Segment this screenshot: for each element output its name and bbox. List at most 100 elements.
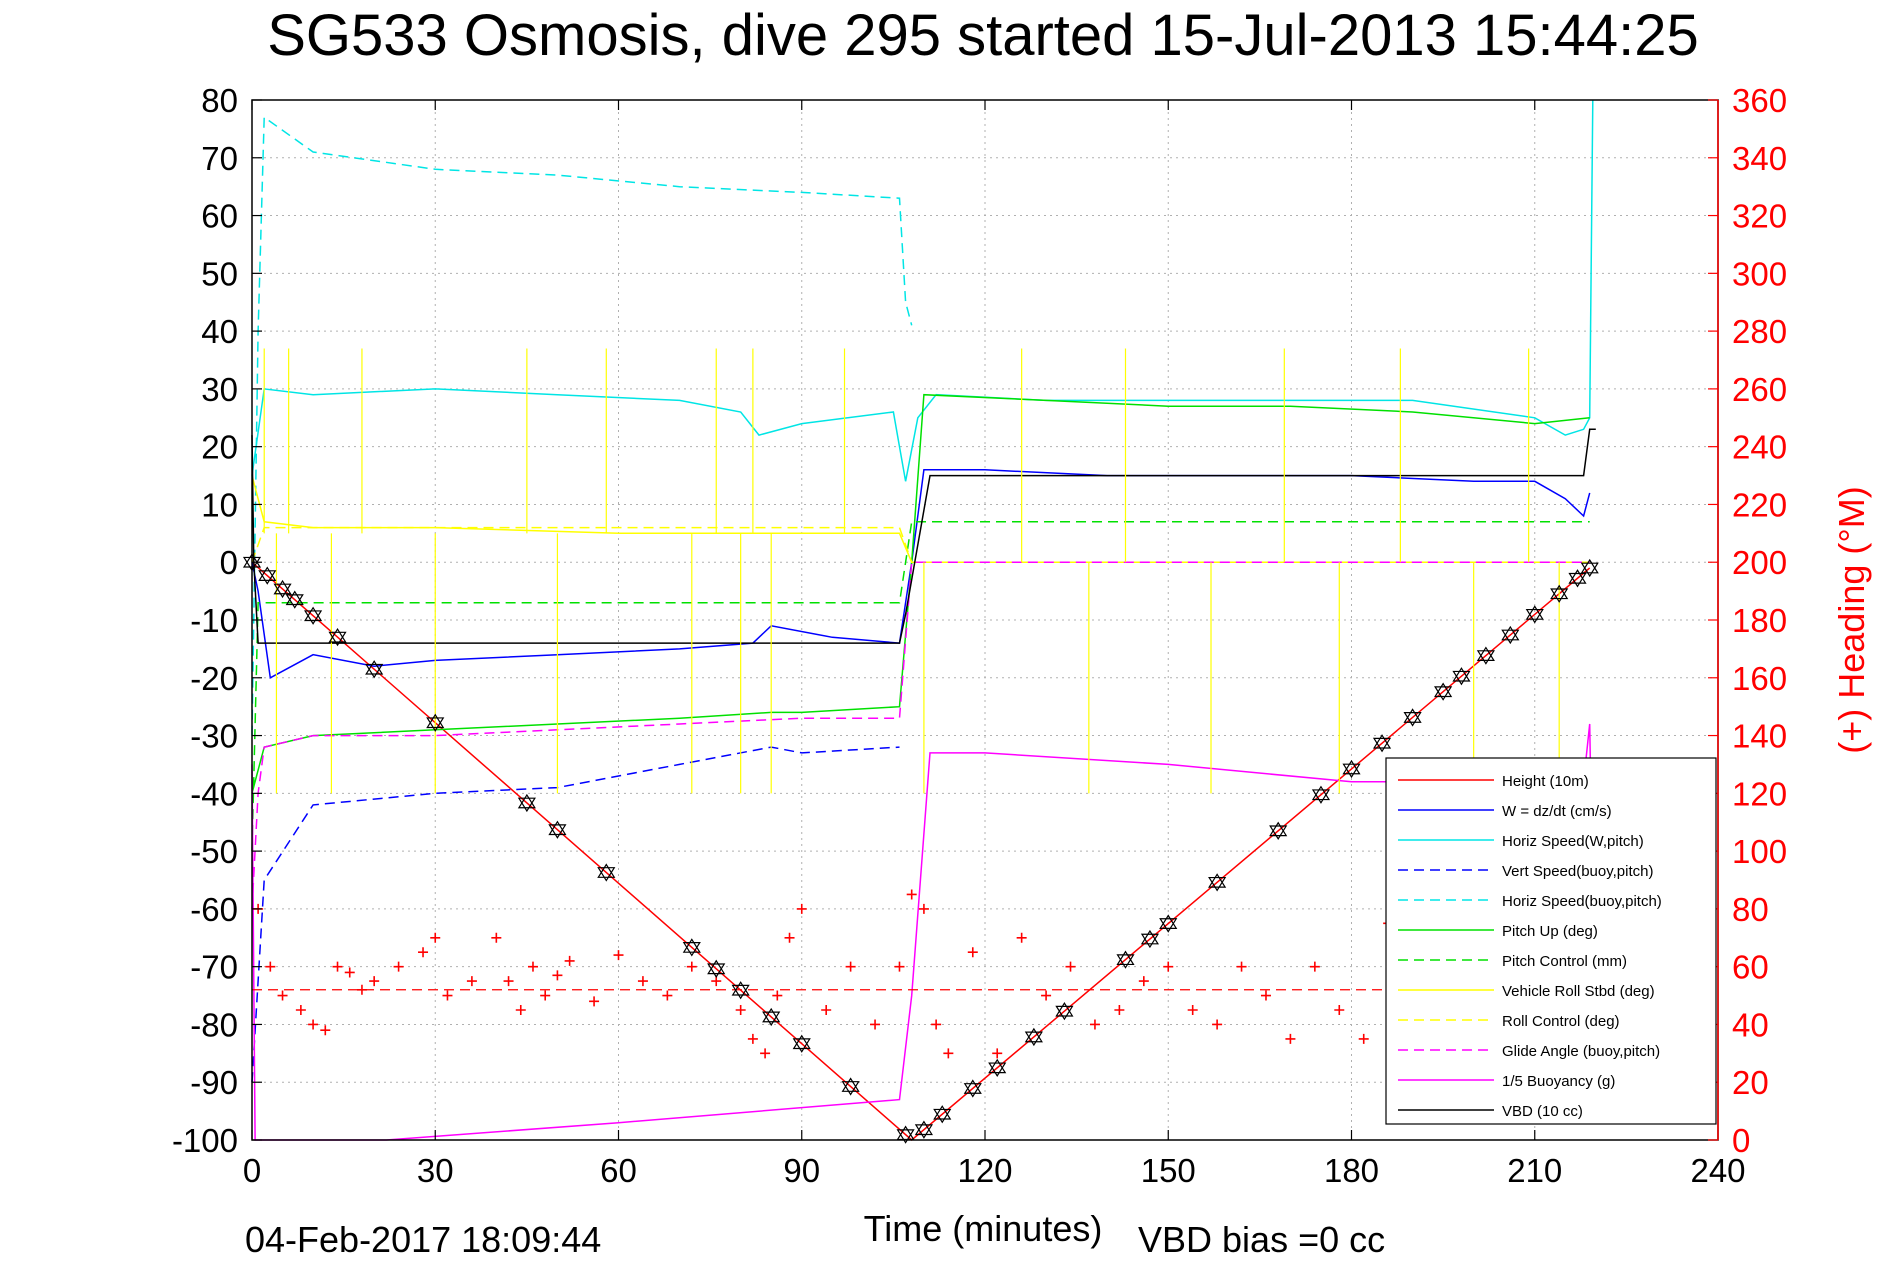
heading-point xyxy=(760,1048,771,1059)
marker-triangle-down xyxy=(1208,876,1227,892)
marker-triangle-up xyxy=(1372,734,1392,749)
marker-triangle-down xyxy=(597,867,616,882)
heading-point xyxy=(369,976,380,987)
series-layer xyxy=(242,99,1599,1144)
marker-triangle-up xyxy=(1159,914,1178,929)
heading-point xyxy=(344,967,355,978)
marker-triangle-up xyxy=(1403,708,1422,723)
x-axis-ticks: 0 30 60 90 120 150 180 210 240 xyxy=(243,100,1746,1189)
marker-triangle-up xyxy=(1568,569,1587,584)
heading-point xyxy=(589,996,600,1007)
marker-triangle-up xyxy=(1550,584,1569,600)
y2-tick-label: 320 xyxy=(1732,198,1787,235)
y-tick-label: 40 xyxy=(201,313,238,350)
marker-triangle-down xyxy=(1580,562,1599,578)
series-vbd xyxy=(251,428,1596,644)
heading-point xyxy=(527,961,538,972)
legend-label: W = dz/dt (cm/s) xyxy=(1502,803,1612,820)
x-tick-label: 180 xyxy=(1324,1152,1379,1189)
heading-point xyxy=(1212,1019,1223,1030)
marker-triangle-up xyxy=(1476,646,1495,662)
heading-point xyxy=(1089,1019,1100,1030)
marker-triangle-down xyxy=(933,1108,952,1124)
heading-point xyxy=(1309,961,1320,972)
marker-triangle-down xyxy=(1372,737,1392,753)
heading-point xyxy=(1187,1005,1198,1015)
y-tick-label: 50 xyxy=(201,255,238,292)
y-tick-label: 20 xyxy=(201,429,238,466)
footer-date: 04-Feb-2017 18:09:44 xyxy=(245,1219,601,1260)
marker-triangle-down xyxy=(1342,763,1361,779)
legend-label: Vert Speed(buoy,pitch) xyxy=(1502,863,1653,880)
heading-point xyxy=(894,961,905,972)
heading-point xyxy=(662,990,673,1001)
marker-triangle-down xyxy=(273,583,292,599)
heading-point xyxy=(943,1048,954,1059)
legend-label: 1/5 Buoyancy (g) xyxy=(1502,1073,1615,1090)
marker-triangle-up xyxy=(682,938,701,953)
legend: Height (10m) W = dz/dt (cm/s) Horiz Speed(… xyxy=(1385,757,1717,1125)
roll-spikes xyxy=(263,348,1560,794)
y-tick-label: -20 xyxy=(190,660,238,697)
heading-point xyxy=(1285,1033,1296,1044)
y-tick-label: 70 xyxy=(201,140,238,177)
marker-triangle-up xyxy=(548,820,567,836)
heading-point xyxy=(845,961,856,972)
marker-triangle-down xyxy=(1476,650,1495,665)
heading-point xyxy=(967,947,978,958)
heading-point xyxy=(686,961,697,972)
marker-triangle-down xyxy=(365,663,384,679)
legend-label: Roll Control (deg) xyxy=(1502,1013,1620,1030)
heading-point xyxy=(1163,961,1174,972)
y2-tick-label: 20 xyxy=(1732,1064,1769,1101)
marker-triangle-down xyxy=(1140,933,1160,949)
heading-point xyxy=(320,1025,331,1036)
marker-triangle-down xyxy=(1024,1031,1043,1047)
heading-point xyxy=(540,990,551,1001)
y2-tick-label: 280 xyxy=(1732,313,1787,350)
heading-point xyxy=(1041,990,1052,1001)
heading-point xyxy=(918,903,929,914)
marker-triangle-up xyxy=(1024,1027,1043,1043)
y-tick-label: -10 xyxy=(190,602,238,639)
marker-triangle-up xyxy=(1269,821,1288,837)
x-tick-label: 90 xyxy=(783,1152,820,1189)
heading-point xyxy=(784,932,795,943)
marker-triangle-down xyxy=(258,570,277,585)
x-tick-label: 60 xyxy=(600,1152,637,1189)
heading-point xyxy=(393,961,404,972)
footer-vbd-bias: VBD bias =0 cc xyxy=(1138,1219,1385,1260)
marker-triangle-up xyxy=(1452,667,1471,682)
marker-triangle-up xyxy=(1140,929,1160,945)
heading-point xyxy=(564,955,575,966)
heading-point xyxy=(747,1033,758,1044)
heading-point xyxy=(613,950,624,961)
marker-triangle-down xyxy=(285,594,304,609)
y2-tick-label: 340 xyxy=(1732,140,1787,177)
legend-label: Horiz Speed(W,pitch) xyxy=(1502,833,1644,850)
series-pitch_up xyxy=(251,393,1590,794)
legend-label: Pitch Control (mm) xyxy=(1502,953,1627,970)
y-tick-label: 10 xyxy=(201,486,238,523)
series-roll_control xyxy=(251,526,1590,563)
y-tick-label: -100 xyxy=(172,1122,238,1159)
heading-point xyxy=(772,990,783,1001)
marker-triangle-up xyxy=(841,1077,860,1092)
marker-triangle-up xyxy=(963,1079,982,1094)
y-tick-label: 0 xyxy=(220,544,238,581)
marker-triangle-down xyxy=(426,717,445,732)
marker-triangle-up xyxy=(762,1007,781,1023)
legend-label: Vehicle Roll Stbd (deg) xyxy=(1502,983,1655,1000)
series-horiz_speed_w xyxy=(251,99,1594,482)
marker-triangle-up xyxy=(1116,950,1135,966)
marker-triangle-down xyxy=(731,984,750,1000)
marker-triangle-up xyxy=(1311,785,1331,801)
marker-triangle-down xyxy=(896,1129,915,1144)
marker-triangle-up xyxy=(1342,759,1361,775)
legend-label: VBD (10 cc) xyxy=(1502,1103,1583,1120)
marker-triangle-up xyxy=(1525,605,1544,620)
heading-point xyxy=(1016,932,1027,943)
y-tick-label: -40 xyxy=(190,775,238,812)
heading-point xyxy=(552,970,563,981)
